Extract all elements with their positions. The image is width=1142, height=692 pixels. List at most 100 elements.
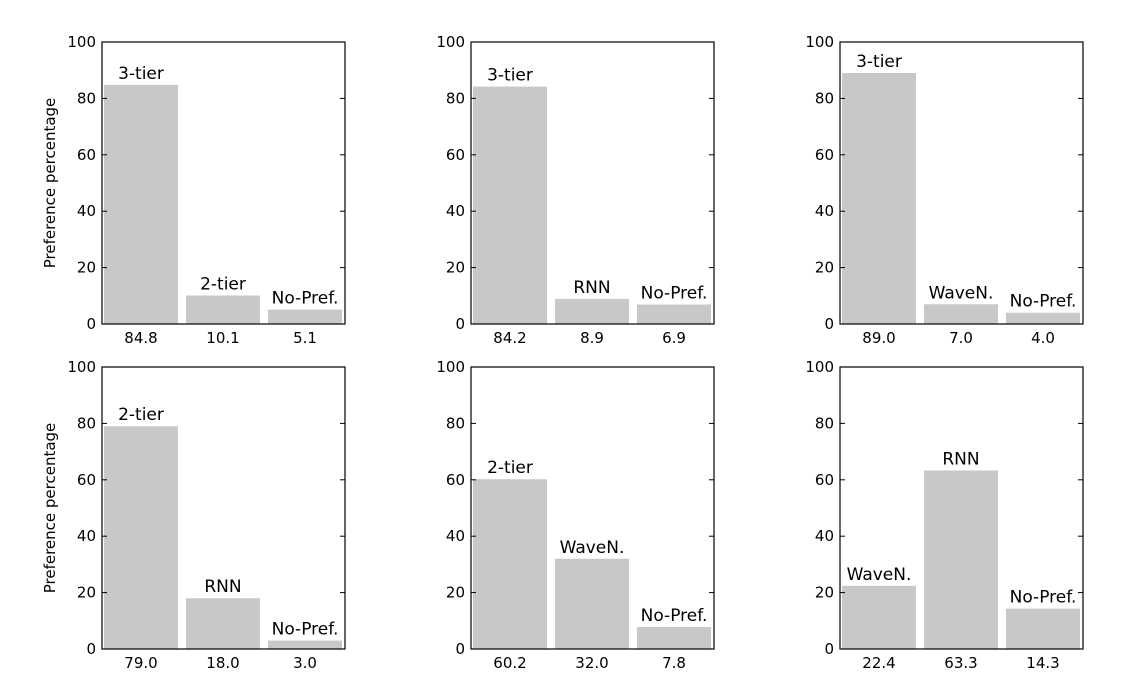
y-tick-label: 40 — [446, 527, 465, 545]
y-tick-label: 80 — [815, 414, 834, 432]
y-tick-label: 100 — [67, 33, 96, 51]
x-tick-label: 6.9 — [662, 329, 686, 347]
bar — [637, 627, 711, 649]
bar — [268, 640, 342, 649]
y-tick-label: 40 — [446, 202, 465, 220]
y-tick-label: 40 — [815, 527, 834, 545]
bar — [842, 585, 916, 649]
x-tick-label: 84.2 — [493, 329, 526, 347]
chart-panel-5: 2-tier 60.2 WaveN. 32.0 No-Pref. 7.8 0 20 40 60 80… — [436, 358, 715, 672]
x-tick-label: 5.1 — [293, 329, 317, 347]
y-tick-label: 0 — [86, 640, 96, 658]
y-tick-label: 20 — [77, 584, 96, 602]
bar-label: WaveN. — [929, 283, 994, 303]
bar-label: WaveN. — [560, 538, 625, 558]
y-tick-label: 60 — [815, 471, 834, 489]
x-tick-label: 32.0 — [575, 654, 608, 672]
bar-label: 2-tier — [200, 275, 246, 295]
bar-label: 2-tier — [487, 458, 533, 478]
bar — [186, 598, 260, 649]
x-tick-label: 79.0 — [124, 654, 157, 672]
y-tick-label: 0 — [824, 640, 834, 658]
axes-frame — [470, 366, 715, 650]
chart-panel-6: WaveN. 22.4 RNN 63.3 No-Pref. 14.3 0 20 40 60 80 10… — [805, 358, 1084, 672]
y-tick-label: 60 — [446, 471, 465, 489]
x-tick-label: 4.0 — [1031, 329, 1055, 347]
y-tick-label: 40 — [77, 202, 96, 220]
x-tick-label: 8.9 — [580, 329, 604, 347]
bar-label: No-Pref. — [641, 284, 708, 304]
bar-label: 2-tier — [118, 405, 164, 425]
y-tick-label: 80 — [446, 89, 465, 107]
chart-panel-2: 3-tier 84.2 RNN 8.9 No-Pref. 6.9 0 20 40 60 80 100 — [436, 33, 715, 347]
bar — [104, 426, 178, 649]
x-tick-label: 14.3 — [1026, 654, 1059, 672]
y-tick-label: 40 — [815, 202, 834, 220]
bar — [1006, 608, 1080, 649]
x-tick-label: 84.8 — [124, 329, 157, 347]
y-tick-label: 0 — [455, 315, 465, 333]
y-tick-label: 20 — [815, 584, 834, 602]
y-axis-label: Preference percentage — [41, 423, 59, 594]
bar-label: RNN — [942, 449, 979, 469]
y-tick-label: 80 — [77, 414, 96, 432]
bar — [473, 86, 547, 324]
y-tick-label: 0 — [86, 315, 96, 333]
y-tick-label: 60 — [446, 146, 465, 164]
y-tick-label: 40 — [77, 527, 96, 545]
bar — [104, 84, 178, 324]
y-tick-label: 20 — [446, 584, 465, 602]
y-tick-label: 0 — [824, 315, 834, 333]
bar-label: No-Pref. — [272, 289, 339, 309]
x-tick-label: 60.2 — [493, 654, 526, 672]
x-tick-label: 10.1 — [206, 329, 239, 347]
x-tick-label: 18.0 — [206, 654, 239, 672]
x-tick-label: 7.0 — [949, 329, 973, 347]
y-tick-label: 20 — [446, 259, 465, 277]
y-tick-label: 80 — [446, 414, 465, 432]
bar-label: No-Pref. — [1010, 292, 1077, 312]
bar-label: 3-tier — [487, 66, 533, 86]
bar — [473, 479, 547, 649]
y-tick-label: 80 — [77, 89, 96, 107]
axes-frame — [101, 41, 346, 325]
bar — [555, 298, 629, 324]
bar-label: No-Pref. — [272, 620, 339, 640]
axes-frame — [101, 366, 346, 650]
bar-label: No-Pref. — [1010, 588, 1077, 608]
bar-label: WaveN. — [847, 565, 912, 585]
x-tick-label: 63.3 — [944, 654, 977, 672]
chart-panel-1: 3-tier 84.8 2-tier 10.1 No-Pref. 5.1 0 20 40 60 80… — [41, 33, 346, 347]
x-tick-label: 89.0 — [862, 329, 895, 347]
y-tick-label: 100 — [67, 358, 96, 376]
x-tick-label: 22.4 — [862, 654, 895, 672]
bar-label: No-Pref. — [641, 606, 708, 626]
bar — [268, 309, 342, 324]
y-tick-label: 100 — [436, 33, 465, 51]
axes-frame — [839, 41, 1084, 325]
bar-label: RNN — [204, 577, 241, 597]
y-tick-label: 20 — [815, 259, 834, 277]
chart-panel-3: 3-tier 89.0 WaveN. 7.0 No-Pref. 4.0 0 20 40 60 80 1… — [805, 33, 1084, 347]
bar — [842, 73, 916, 325]
x-tick-label: 3.0 — [293, 654, 317, 672]
y-tick-label: 100 — [436, 358, 465, 376]
chart-panel-4: 2-tier 79.0 RNN 18.0 No-Pref. 3.0 0 20 40 60 80 100… — [41, 358, 346, 672]
y-tick-label: 60 — [77, 146, 96, 164]
bar-label: 3-tier — [856, 52, 902, 72]
y-tick-label: 80 — [815, 89, 834, 107]
bar — [924, 304, 998, 324]
y-tick-label: 60 — [77, 471, 96, 489]
axes-frame — [470, 41, 715, 325]
axes-frame — [839, 366, 1084, 650]
bar-label: 3-tier — [118, 64, 164, 84]
y-axis-label: Preference percentage — [41, 98, 59, 269]
bar — [924, 470, 998, 649]
bar — [637, 304, 711, 324]
y-tick-label: 100 — [805, 33, 834, 51]
y-tick-label: 20 — [77, 259, 96, 277]
bar — [1006, 312, 1080, 324]
bar — [555, 558, 629, 649]
y-tick-label: 60 — [815, 146, 834, 164]
